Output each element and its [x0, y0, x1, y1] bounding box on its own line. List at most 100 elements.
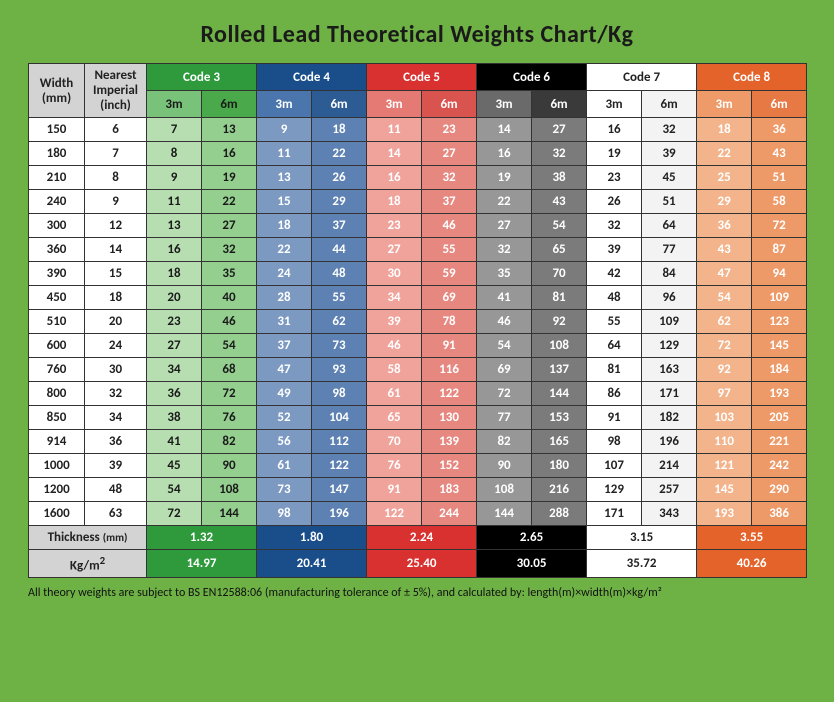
cell-width: 914	[29, 430, 85, 454]
cell-weight: 43	[697, 238, 752, 262]
cell-imperial: 32	[85, 382, 147, 406]
cell-weight: 14	[367, 142, 422, 166]
cell-weight: 86	[587, 382, 642, 406]
cell-weight: 61	[367, 382, 422, 406]
cell-weight: 48	[312, 262, 367, 286]
cell-weight: 122	[422, 382, 477, 406]
cell-weight: 16	[147, 238, 202, 262]
cell-weight: 145	[752, 334, 807, 358]
cell-weight: 23	[587, 166, 642, 190]
col-sub: 6m	[202, 91, 257, 118]
cell-width: 180	[29, 142, 85, 166]
cell-weight: 69	[422, 286, 477, 310]
cell-imperial: 39	[85, 454, 147, 478]
cell-weight: 147	[312, 478, 367, 502]
cell-weight: 27	[532, 118, 587, 142]
cell-weight: 43	[752, 142, 807, 166]
cell-weight: 109	[752, 286, 807, 310]
footer-value: 25.40	[367, 550, 477, 578]
cell-weight: 56	[257, 430, 312, 454]
cell-imperial: 24	[85, 334, 147, 358]
cell-weight: 70	[532, 262, 587, 286]
cell-weight: 108	[202, 478, 257, 502]
cell-weight: 216	[532, 478, 587, 502]
cell-weight: 42	[587, 262, 642, 286]
cell-weight: 123	[752, 310, 807, 334]
cell-weight: 8	[147, 142, 202, 166]
cell-weight: 97	[697, 382, 752, 406]
cell-weight: 103	[697, 406, 752, 430]
footnote: All theory weights are subject to BS EN1…	[28, 586, 806, 600]
cell-weight: 11	[147, 190, 202, 214]
col-code: Code 3	[147, 64, 257, 91]
col-code: Code 5	[367, 64, 477, 91]
cell-weight: 16	[477, 142, 532, 166]
cell-weight: 59	[422, 262, 477, 286]
cell-weight: 31	[257, 310, 312, 334]
footer-value: 1.32	[147, 526, 257, 550]
cell-weight: 52	[257, 406, 312, 430]
cell-width: 1000	[29, 454, 85, 478]
cell-weight: 16	[367, 166, 422, 190]
cell-weight: 386	[752, 502, 807, 526]
cell-weight: 93	[312, 358, 367, 382]
cell-weight: 221	[752, 430, 807, 454]
cell-weight: 78	[422, 310, 477, 334]
cell-width: 600	[29, 334, 85, 358]
cell-imperial: 36	[85, 430, 147, 454]
cell-weight: 16	[202, 142, 257, 166]
cell-weight: 19	[587, 142, 642, 166]
col-sub: 3m	[147, 91, 202, 118]
page-title: Rolled Lead Theoretical Weights Chart/Kg	[28, 20, 806, 49]
cell-weight: 22	[312, 142, 367, 166]
cell-imperial: 6	[85, 118, 147, 142]
cell-weight: 47	[257, 358, 312, 382]
cell-weight: 62	[697, 310, 752, 334]
cell-weight: 91	[422, 334, 477, 358]
cell-weight: 171	[587, 502, 642, 526]
col-sub: 6m	[752, 91, 807, 118]
cell-weight: 51	[642, 190, 697, 214]
cell-weight: 76	[367, 454, 422, 478]
cell-imperial: 15	[85, 262, 147, 286]
footer-value: 3.55	[697, 526, 807, 550]
col-sub: 3m	[697, 91, 752, 118]
col-sub: 6m	[422, 91, 477, 118]
footer-value: 35.72	[587, 550, 697, 578]
cell-weight: 7	[147, 118, 202, 142]
cell-weight: 9	[257, 118, 312, 142]
cell-weight: 58	[752, 190, 807, 214]
cell-weight: 14	[477, 118, 532, 142]
cell-weight: 184	[752, 358, 807, 382]
cell-weight: 22	[202, 190, 257, 214]
cell-weight: 82	[477, 430, 532, 454]
cell-weight: 139	[422, 430, 477, 454]
cell-weight: 72	[477, 382, 532, 406]
cell-weight: 29	[697, 190, 752, 214]
cell-weight: 165	[532, 430, 587, 454]
cell-weight: 193	[697, 502, 752, 526]
cell-weight: 13	[202, 118, 257, 142]
cell-imperial: 48	[85, 478, 147, 502]
cell-weight: 27	[422, 142, 477, 166]
cell-weight: 18	[312, 118, 367, 142]
cell-weight: 343	[642, 502, 697, 526]
cell-width: 150	[29, 118, 85, 142]
col-sub: 3m	[477, 91, 532, 118]
cell-weight: 109	[642, 310, 697, 334]
cell-weight: 47	[697, 262, 752, 286]
cell-weight: 290	[752, 478, 807, 502]
col-code: Code 8	[697, 64, 807, 91]
cell-weight: 51	[752, 166, 807, 190]
cell-width: 210	[29, 166, 85, 190]
col-sub: 6m	[312, 91, 367, 118]
cell-weight: 48	[587, 286, 642, 310]
cell-weight: 205	[752, 406, 807, 430]
cell-weight: 54	[147, 478, 202, 502]
footer-value: 20.41	[257, 550, 367, 578]
cell-weight: 25	[697, 166, 752, 190]
cell-weight: 108	[532, 334, 587, 358]
col-sub: 3m	[587, 91, 642, 118]
cell-weight: 91	[367, 478, 422, 502]
cell-weight: 98	[312, 382, 367, 406]
